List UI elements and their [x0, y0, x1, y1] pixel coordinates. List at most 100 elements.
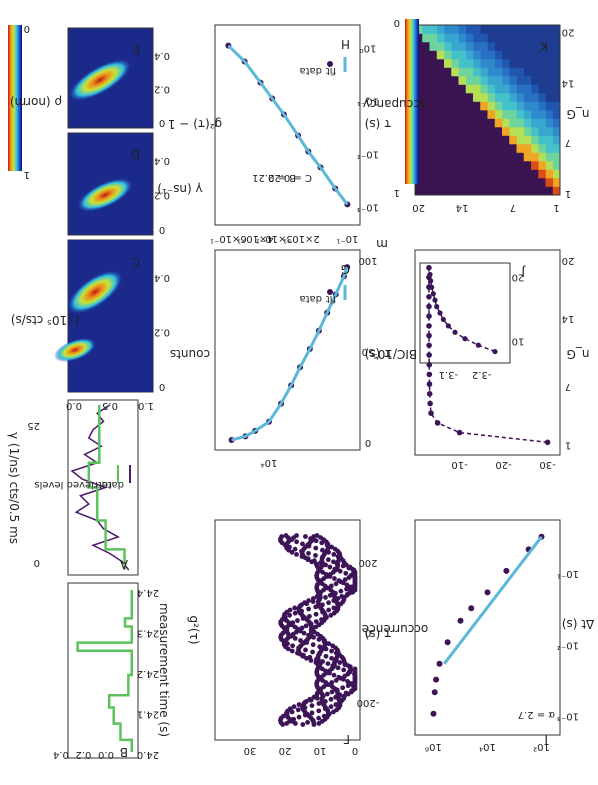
panel-f-point — [326, 600, 331, 605]
panel-f-point — [296, 707, 301, 712]
panel-k-cell — [459, 76, 467, 85]
panel-k-cell — [546, 161, 554, 170]
panel-k-cell — [495, 59, 503, 68]
panel-h-legend-data: data — [299, 65, 322, 76]
panel-k-cell — [546, 25, 554, 34]
panel-j-xtick: 1 — [565, 439, 571, 450]
panel-j-xtick: 20 — [562, 255, 575, 266]
panel-k-cell — [451, 68, 459, 77]
panel-i-plot — [431, 534, 545, 717]
panel-k-cell — [488, 51, 496, 60]
panel-f-point — [295, 618, 300, 623]
heatmap-xtick: 0.2 — [154, 327, 170, 338]
panel-f-point — [310, 650, 315, 655]
panel-k-cell — [553, 110, 561, 119]
panel-i-data-point — [445, 639, 451, 645]
panel-k-cell — [538, 25, 546, 34]
panel-a-legend: data retrieved levels — [34, 465, 130, 490]
panel-f-point — [329, 649, 334, 654]
panel-i-data-point — [436, 661, 442, 667]
panel-k-cell — [459, 51, 467, 60]
panel-k-cell — [451, 51, 459, 60]
panel-k-cell — [517, 51, 525, 60]
panel-b-frame — [68, 583, 138, 758]
panel-h-xtick: 10⁻³ — [357, 201, 379, 212]
panel-i-xtick: 10⁻³ — [557, 711, 579, 722]
panel-k-cell — [509, 25, 517, 34]
panel-f-point — [306, 598, 311, 603]
panel-f-point — [300, 542, 305, 547]
panel-k-cell — [480, 51, 488, 60]
panel-j-ylabel: BIC/10⁵ — [373, 347, 417, 361]
panel-k-cell — [488, 76, 496, 85]
panel-j-inset-point — [431, 291, 436, 296]
panel-k-cell — [517, 136, 525, 145]
panel-k-cell — [480, 68, 488, 77]
panel-k-cell — [517, 25, 525, 34]
panel-k-cell — [538, 59, 546, 68]
panel-k-cell — [517, 59, 525, 68]
panel-d-xlabel: γ (ns⁻¹) — [157, 182, 202, 196]
panel-k-cell — [466, 34, 474, 43]
panel-f-point — [300, 626, 305, 631]
panel-a: A 0 25 γ (1/ns) cts/0.5 ms data retrieve… — [7, 400, 138, 575]
panel-j-point — [426, 323, 432, 329]
panel-e: E — [63, 28, 153, 128]
panel-f-point — [339, 594, 344, 599]
panel-f-letter: F — [343, 732, 350, 746]
panel-k-cell — [488, 59, 496, 68]
heatmap-xtick: 0.2 — [154, 83, 170, 94]
panel-k-cell — [488, 42, 496, 51]
panel-k-cell — [480, 59, 488, 68]
panel-j-xlabel: n_G — [567, 347, 590, 361]
panel-k-cell — [538, 76, 546, 85]
panel-k-cell — [502, 110, 510, 119]
panel-k-cell — [517, 76, 525, 85]
panel-f-point — [314, 619, 319, 624]
heatmap-xtick: 0 — [159, 381, 165, 392]
panel-k-cell — [538, 136, 546, 145]
panel-k-cell — [451, 59, 459, 68]
panel-k-ytick: 7 — [510, 202, 516, 213]
panel-k-cell — [553, 93, 561, 102]
panel-f-point — [292, 704, 297, 709]
panel-j-point — [427, 391, 433, 397]
panel-k-cell — [466, 68, 474, 77]
panel-j-inset-point — [441, 317, 446, 322]
panel-k-cell — [546, 59, 554, 68]
panel-k-cell — [546, 102, 554, 111]
panel-f-point — [305, 720, 310, 725]
panel-k-cell — [531, 153, 539, 162]
rho-colorbar-tick-0: 0 — [24, 23, 30, 34]
panel-k-cell — [546, 153, 554, 162]
panel-g: G 05010010⁴ τ (s) counts fit data — [170, 250, 391, 468]
panel-k-cell — [546, 85, 554, 94]
panel-k-cell — [502, 93, 510, 102]
panel-k-cell — [451, 34, 459, 43]
panel-i-data-point — [458, 618, 464, 624]
panel-k-cell — [444, 34, 452, 43]
panel-k-cell — [444, 42, 452, 51]
panel-k-cell — [495, 25, 503, 34]
panel-f-point — [340, 685, 345, 690]
panel-h-annot-c: C = 0.22 — [268, 172, 312, 183]
panel-f-xtick: 200 — [358, 557, 377, 568]
panel-k-xtick: 1 — [565, 188, 571, 199]
panel-k-cell — [495, 102, 503, 111]
panel-f-point — [292, 606, 297, 611]
panel-f-point — [316, 708, 321, 713]
panel-f-point — [307, 697, 312, 702]
panel-b-xtick: 24.0 — [137, 749, 159, 760]
panel-g-xtick: 100 — [358, 255, 377, 266]
panel-a-ylabel: γ (1/ns) cts/0.5 ms — [7, 432, 21, 544]
panel-i-data-point — [433, 677, 439, 683]
panel-j-point — [457, 430, 463, 436]
panel-j-point — [426, 304, 432, 310]
panel-i-data-point — [432, 689, 438, 695]
panel-k-cell — [502, 76, 510, 85]
panel-k-cell — [480, 85, 488, 94]
panel-k-cell — [473, 76, 481, 85]
panel-k-cell — [531, 110, 539, 119]
panel-k-cell — [480, 42, 488, 51]
panel-a-ytick-0: 0 — [34, 557, 40, 568]
